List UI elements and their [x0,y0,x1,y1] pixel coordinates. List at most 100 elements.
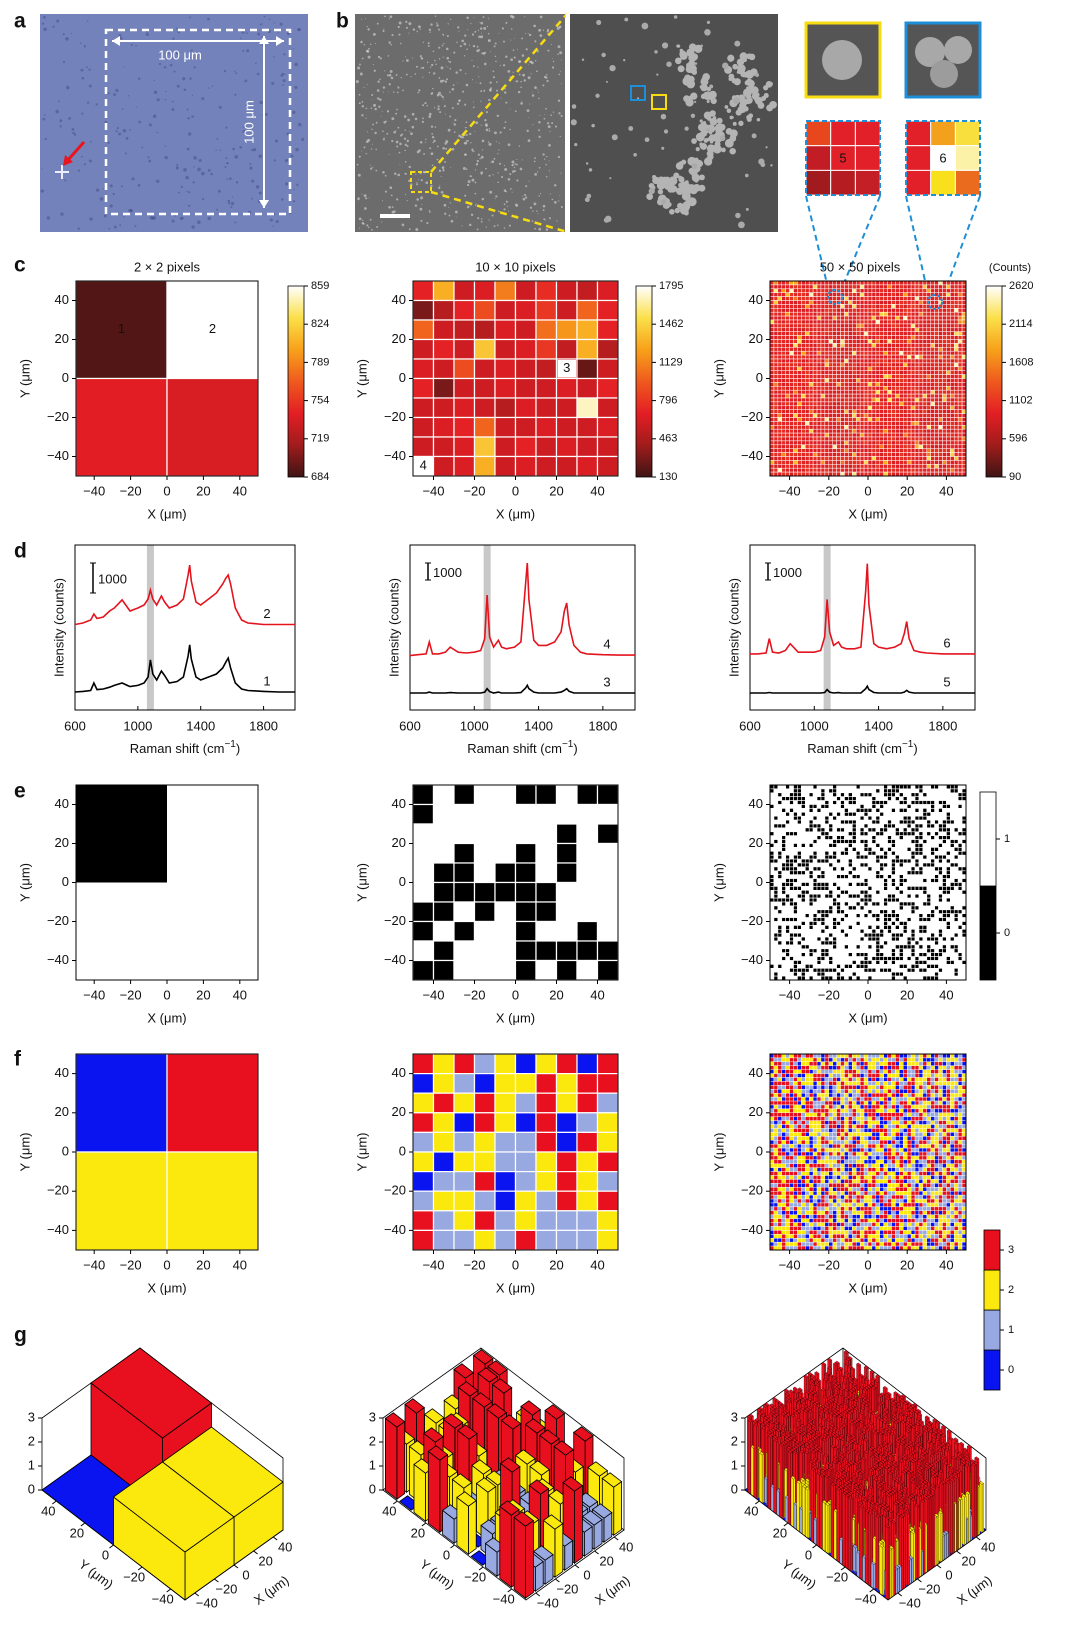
speck [271,82,274,85]
texture-cell [829,328,833,332]
colorbar-label: 463 [659,433,677,445]
speck [546,74,548,76]
texture-cell [837,355,841,359]
speck [552,66,554,68]
texture-cell [919,297,923,301]
texture-cell [939,343,943,347]
map-cell [598,281,619,301]
texture-cell [782,324,786,328]
texture-cell [825,351,829,355]
texture-cell [805,363,809,367]
speck [431,133,433,135]
texture-cell [848,347,852,351]
texture-cell [946,293,950,297]
texture-cell [774,328,778,332]
texture-cell [895,308,899,312]
texture-cell [907,293,911,297]
texture-cell [876,340,880,344]
texture-cell [809,316,813,320]
texture-cell [794,328,798,332]
particle [709,85,713,89]
texture-cell [864,355,868,359]
texture-cell [844,324,848,328]
speck [547,122,549,124]
texture-cell [837,316,841,320]
map-cell [434,437,455,457]
colorbar [288,286,304,477]
speck [227,200,230,203]
speck [561,206,563,208]
particle-cluster [707,117,711,121]
map-cell [598,320,619,340]
speck [373,33,376,36]
texture-cell [868,324,872,328]
texture-cell [864,308,868,312]
speck [359,156,361,158]
speck [479,158,480,159]
texture-cell [962,351,966,355]
texture-cell [954,343,958,347]
speck [251,149,253,151]
texture-cell [829,351,833,355]
speck [433,72,435,74]
speck [292,111,295,114]
texture-cell [844,367,848,371]
texture-cell [958,304,962,308]
speck [528,139,531,142]
texture-cell [786,367,790,371]
speck [446,48,449,51]
texture-cell [942,336,946,340]
map-cell [536,281,557,301]
texture-cell [868,312,872,316]
texture-cell [770,351,774,355]
speck [189,77,191,79]
texture-cell [790,304,794,308]
speck [466,48,468,50]
speck [373,64,374,65]
speck [482,198,484,200]
x-tick-label: 0 [512,483,519,498]
texture-cell [872,281,876,285]
particle-cluster [678,65,685,72]
texture-cell [907,316,911,320]
texture-cell [923,328,927,332]
particle [732,116,734,118]
texture-cell [825,316,829,320]
texture-cell [794,293,798,297]
texture-cell [876,281,880,285]
speck [481,125,482,126]
colorbar-label: 1462 [659,318,683,330]
texture-cell [888,281,892,285]
texture-cell [939,371,943,375]
texture-cell [790,316,794,320]
texture-cell [813,332,817,336]
texture-cell [907,371,911,375]
texture-cell [841,289,845,293]
particle-cluster [717,118,723,124]
speck [384,16,386,18]
speck [466,121,468,123]
texture-cell [860,332,864,336]
texture-cell [809,304,813,308]
map-cell [598,379,619,399]
texture-cell [927,343,931,347]
texture-cell [880,359,884,363]
speck [539,167,541,169]
texture-cell [782,340,786,344]
speck [450,19,451,20]
speck [522,74,525,77]
speck [387,74,389,76]
texture-cell [903,351,907,355]
speck [497,181,499,183]
texture-cell [829,297,833,301]
speck [560,136,561,137]
texture-cell [860,371,864,375]
speck [275,139,278,142]
texture-cell [888,328,892,332]
texture-cell [876,355,880,359]
texture-cell [864,301,868,305]
particle-cluster [688,64,697,73]
particle [685,126,689,130]
speck [372,99,373,100]
